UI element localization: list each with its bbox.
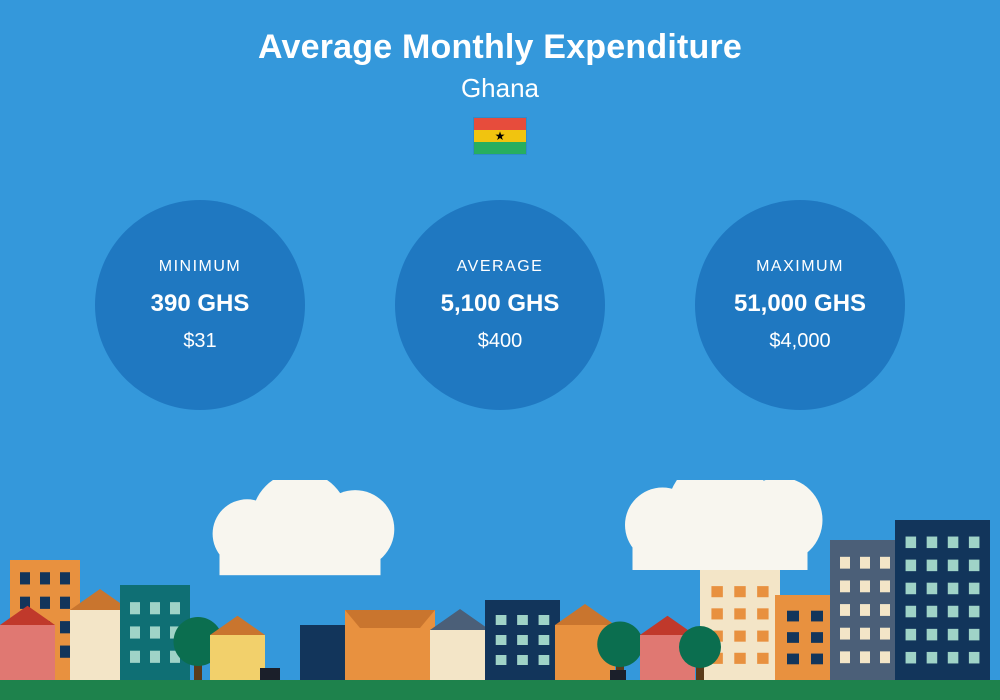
flag-star-icon: ★ — [495, 130, 506, 142]
flag-stripe-bot — [474, 142, 526, 154]
header: Average Monthly Expenditure Ghana ★ — [0, 0, 1000, 154]
stat-main: 51,000 GHS — [734, 290, 866, 318]
page-subtitle: Ghana — [0, 73, 1000, 104]
stat-sub: $400 — [478, 330, 523, 353]
stat-label: MINIMUM — [159, 258, 241, 276]
stat-sub: $4,000 — [769, 330, 830, 353]
stat-circle-minimum: MINIMUM 390 GHS $31 — [95, 200, 305, 410]
stat-circles-row: MINIMUM 390 GHS $31 AVERAGE 5,100 GHS $4… — [0, 200, 1000, 410]
ghana-flag-icon: ★ — [474, 118, 526, 154]
stat-main: 390 GHS — [151, 290, 250, 318]
stat-sub: $31 — [183, 330, 216, 353]
stat-label: AVERAGE — [457, 258, 544, 276]
cityscape-illustration — [0, 480, 1000, 700]
page-title: Average Monthly Expenditure — [0, 28, 1000, 67]
stat-main: 5,100 GHS — [441, 290, 560, 318]
infographic-root: Average Monthly Expenditure Ghana ★ MINI… — [0, 0, 1000, 700]
stat-circle-maximum: MAXIMUM 51,000 GHS $4,000 — [695, 200, 905, 410]
stat-label: MAXIMUM — [756, 258, 844, 276]
stat-circle-average: AVERAGE 5,100 GHS $400 — [395, 200, 605, 410]
